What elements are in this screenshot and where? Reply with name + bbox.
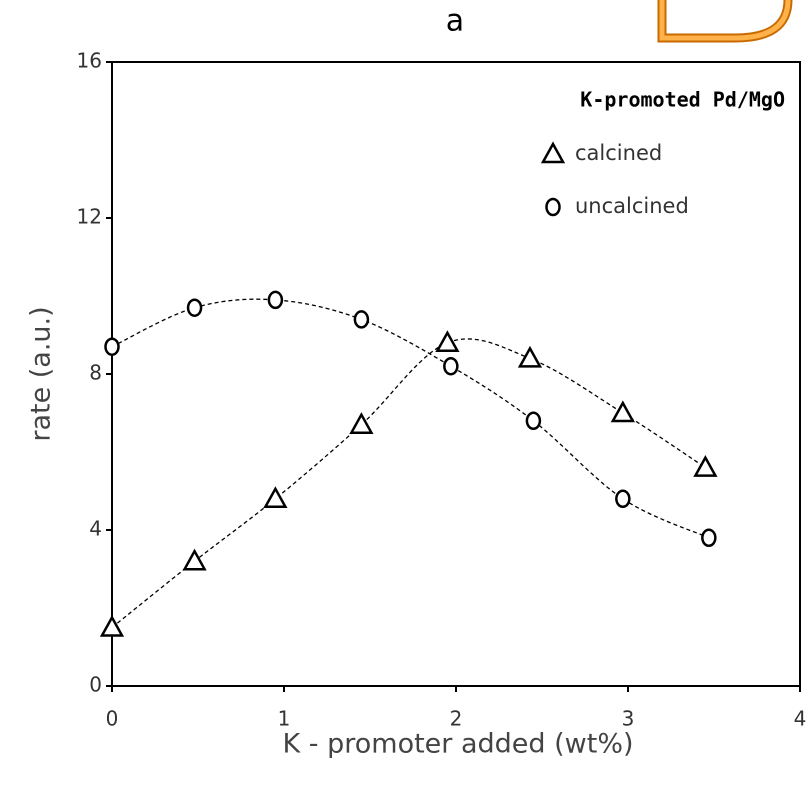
decoration [659, 0, 791, 41]
data-point [104, 337, 120, 356]
legend-title: K-promoted Pd/MgO [580, 88, 785, 112]
y-tick-label: 16 [77, 49, 102, 73]
x-tick-label: 2 [450, 707, 463, 731]
trend-line [111, 338, 706, 629]
data-point [693, 455, 718, 477]
x-axis-label: K - promoter added (wt%) [282, 729, 633, 760]
data-point [182, 548, 207, 571]
y-tick-label: 4 [89, 517, 102, 541]
data-point [435, 330, 460, 353]
x-tick-label: 0 [106, 707, 119, 731]
data-point [349, 412, 374, 434]
data-point [353, 310, 370, 329]
chart-title: a [446, 4, 464, 39]
data-point [517, 345, 543, 368]
plot-frame [111, 61, 801, 687]
y-tick-label: 0 [89, 673, 102, 697]
legend-marker [545, 197, 561, 217]
legend-label: calcined [575, 141, 662, 165]
x-tick-label: 1 [278, 707, 291, 731]
data-point [186, 298, 203, 317]
trend-line [111, 298, 710, 539]
x-tick-label: 3 [622, 707, 635, 731]
legend-label: uncalcined [575, 194, 689, 218]
data-point [263, 486, 288, 509]
y-axis-label: rate (a.u.) [26, 306, 57, 441]
y-tick-label: 12 [77, 205, 102, 229]
data-point [267, 290, 284, 310]
y-tick-label: 8 [89, 361, 102, 385]
data-point [99, 614, 125, 637]
legend-marker [540, 141, 566, 164]
data-point [525, 411, 542, 431]
x-tick-label: 4 [794, 707, 807, 731]
data-point [443, 356, 459, 376]
data-point [701, 528, 717, 548]
data-point [615, 489, 631, 509]
data-point [610, 400, 635, 423]
